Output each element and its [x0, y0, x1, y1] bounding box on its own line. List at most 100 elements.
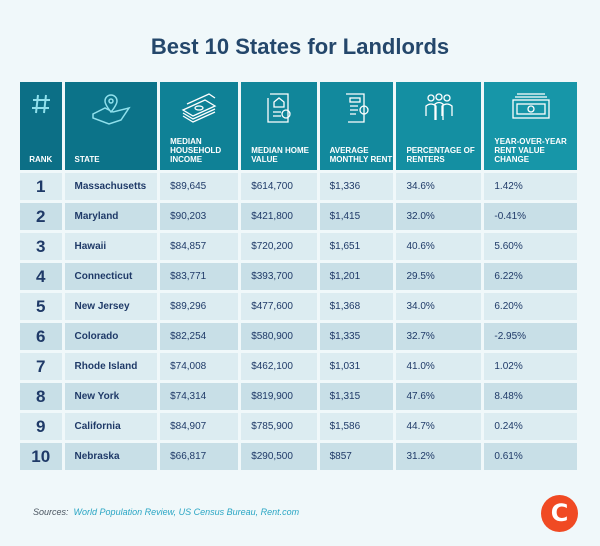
income-cell: $84,907	[160, 413, 239, 440]
rent-change-cell: 6.20%	[484, 293, 577, 320]
rank-cell: 4	[20, 263, 62, 290]
column-header: MEDIAN HOUSEHOLD INCOME	[160, 82, 239, 170]
table-row: 2 Maryland $90,203 $421,800 $1,415 32.0% -0.41…	[20, 203, 577, 230]
state-cell: Colorado	[64, 323, 158, 350]
income-cell: $83,771	[160, 263, 239, 290]
income-cell: $90,203	[160, 203, 239, 230]
rent-cell: $1,368	[319, 293, 394, 320]
rank-cell: 5	[20, 293, 62, 320]
income-cell: $89,645	[160, 173, 239, 200]
money-stack-icon	[160, 92, 238, 126]
column-header: STATE	[64, 82, 158, 170]
column-header-label: RANK	[29, 155, 53, 164]
renters-cell: 40.6%	[396, 233, 482, 260]
column-header-label: AVERAGE MONTHLY RENT	[329, 146, 393, 164]
renters-cell: 31.2%	[396, 443, 482, 470]
income-cell: $74,314	[160, 383, 239, 410]
hash-icon	[20, 92, 62, 118]
renters-cell: 47.6%	[396, 383, 482, 410]
column-header: YEAR-OVER-YEAR RENT VALUE CHANGE	[484, 82, 577, 170]
rent-cell: $1,201	[319, 263, 394, 290]
income-cell: $74,008	[160, 353, 239, 380]
state-cell: Massachusetts	[64, 173, 158, 200]
rank-cell: 2	[20, 203, 62, 230]
rent-change-cell: 0.24%	[484, 413, 577, 440]
rent-cell: $1,315	[319, 383, 394, 410]
table-row: 5 New Jersey $89,296 $477,600 $1,368 34.0% 6.2…	[20, 293, 577, 320]
rent-change-cell: 0.61%	[484, 443, 577, 470]
rank-cell: 9	[20, 413, 62, 440]
state-cell: California	[64, 413, 158, 440]
rent-change-cell: -0.41%	[484, 203, 577, 230]
rent-receipt-icon	[320, 92, 394, 128]
state-cell: Hawaii	[64, 233, 158, 260]
column-header: RANK	[20, 82, 62, 170]
home-value-cell: $462,100	[241, 353, 317, 380]
banknote-icon	[484, 92, 577, 122]
column-header-label: MEDIAN HOME VALUE	[251, 146, 309, 164]
map-pin-icon	[65, 92, 158, 128]
rent-change-cell: 5.60%	[484, 233, 577, 260]
table-row: 7 Rhode Island $74,008 $462,100 $1,031 41.0% 1…	[20, 353, 577, 380]
renters-cell: 32.0%	[396, 203, 482, 230]
home-value-cell: $477,600	[241, 293, 317, 320]
rank-cell: 10	[20, 443, 62, 470]
home-value-cell: $393,700	[241, 263, 317, 290]
table-row: 4 Connecticut $83,771 $393,700 $1,201 29.5% 6.…	[20, 263, 577, 290]
rent-change-cell: 1.02%	[484, 353, 577, 380]
home-value-cell: $785,900	[241, 413, 317, 440]
rent-cell: $1,651	[319, 233, 394, 260]
home-document-icon	[241, 92, 316, 128]
rent-cell: $1,586	[319, 413, 394, 440]
column-header: MEDIAN HOME VALUE	[241, 82, 317, 170]
column-header: AVERAGE MONTHLY RENT	[319, 82, 394, 170]
rank-cell: 6	[20, 323, 62, 350]
state-cell: New York	[64, 383, 158, 410]
people-icon	[396, 92, 481, 126]
renters-cell: 29.5%	[396, 263, 482, 290]
brand-logo: C	[541, 495, 578, 532]
renters-cell: 32.7%	[396, 323, 482, 350]
home-value-cell: $580,900	[241, 323, 317, 350]
state-cell: Rhode Island	[64, 353, 158, 380]
rent-change-cell: -2.95%	[484, 323, 577, 350]
header-row: RANK STATE MEDIAN HOUSEHOLD INCOME MEDIAN H…	[20, 82, 577, 170]
column-header: PERCENTAGE OF RENTERS	[396, 82, 482, 170]
sources-links[interactable]: World Population Review, US Census Burea…	[73, 507, 300, 517]
home-value-cell: $819,900	[241, 383, 317, 410]
renters-cell: 34.6%	[396, 173, 482, 200]
state-cell: Nebraska	[64, 443, 158, 470]
sources: Sources: World Population Review, US Cen…	[33, 507, 299, 517]
rent-change-cell: 6.22%	[484, 263, 577, 290]
income-cell: $89,296	[160, 293, 239, 320]
home-value-cell: $720,200	[241, 233, 317, 260]
rent-change-cell: 8.48%	[484, 383, 577, 410]
rent-cell: $1,336	[319, 173, 394, 200]
state-cell: Connecticut	[64, 263, 158, 290]
rent-cell: $1,415	[319, 203, 394, 230]
table-row: 8 New York $74,314 $819,900 $1,315 47.6% 8.48%	[20, 383, 577, 410]
column-header-label: MEDIAN HOUSEHOLD INCOME	[170, 137, 222, 164]
table-row: 9 California $84,907 $785,900 $1,586 44.7% 0.2…	[20, 413, 577, 440]
column-header-label: PERCENTAGE OF RENTERS	[406, 146, 475, 164]
income-cell: $66,817	[160, 443, 239, 470]
table-row: 3 Hawaii $84,857 $720,200 $1,651 40.6% 5.60%	[20, 233, 577, 260]
state-cell: New Jersey	[64, 293, 158, 320]
rank-cell: 7	[20, 353, 62, 380]
column-header-label: YEAR-OVER-YEAR RENT VALUE CHANGE	[494, 137, 567, 164]
state-cell: Maryland	[64, 203, 158, 230]
page-title: Best 10 States for Landlords	[150, 34, 450, 59]
income-cell: $84,857	[160, 233, 239, 260]
states-table: RANK STATE MEDIAN HOUSEHOLD INCOME MEDIAN H…	[17, 79, 580, 473]
income-cell: $82,254	[160, 323, 239, 350]
home-value-cell: $614,700	[241, 173, 317, 200]
rank-cell: 8	[20, 383, 62, 410]
rank-cell: 1	[20, 173, 62, 200]
renters-cell: 44.7%	[396, 413, 482, 440]
home-value-cell: $290,500	[241, 443, 317, 470]
table-row: 1 Massachusetts $89,645 $614,700 $1,336 34.6%…	[20, 173, 577, 200]
rent-change-cell: 1.42%	[484, 173, 577, 200]
rent-cell: $857	[319, 443, 394, 470]
table-row: 10 Nebraska $66,817 $290,500 $857 31.2% 0.61%	[20, 443, 577, 470]
